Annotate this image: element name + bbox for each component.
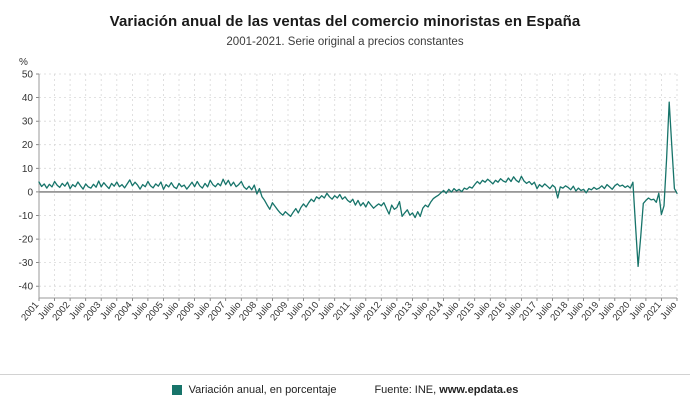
svg-text:20: 20 [22,140,34,151]
page-subtitle: 2001-2021. Serie original a precios cons… [226,36,464,48]
legend-swatch-icon [171,385,182,395]
chart-footer: Variación anual, en porcentaje Fuente: I… [0,374,690,396]
svg-text:50: 50 [22,70,34,81]
svg-text:-10: -10 [19,211,34,222]
source-text: Fuente: INE, www.epdata.es [374,384,518,396]
svg-text:30: 30 [22,117,34,128]
svg-text:Julio: Julio [658,300,679,322]
svg-text:10: 10 [22,164,34,175]
page-title: Variación anual de las ventas del comerc… [109,13,581,30]
line-chart: 2001Julio2002Julio2003Julio2004Julio2005… [19,57,680,323]
legend: Variación anual, en porcentaje [171,384,337,396]
svg-text:40: 40 [22,93,34,104]
svg-text:-20: -20 [19,235,34,246]
svg-text:-40: -40 [19,282,34,293]
source-prefix: Fuente: INE, [374,384,437,396]
legend-label: Variación anual, en porcentaje [188,384,337,396]
source-site: www.epdata.es [439,384,519,396]
svg-text:0: 0 [27,187,33,198]
svg-text:%: % [19,57,28,68]
svg-text:-30: -30 [19,258,34,269]
